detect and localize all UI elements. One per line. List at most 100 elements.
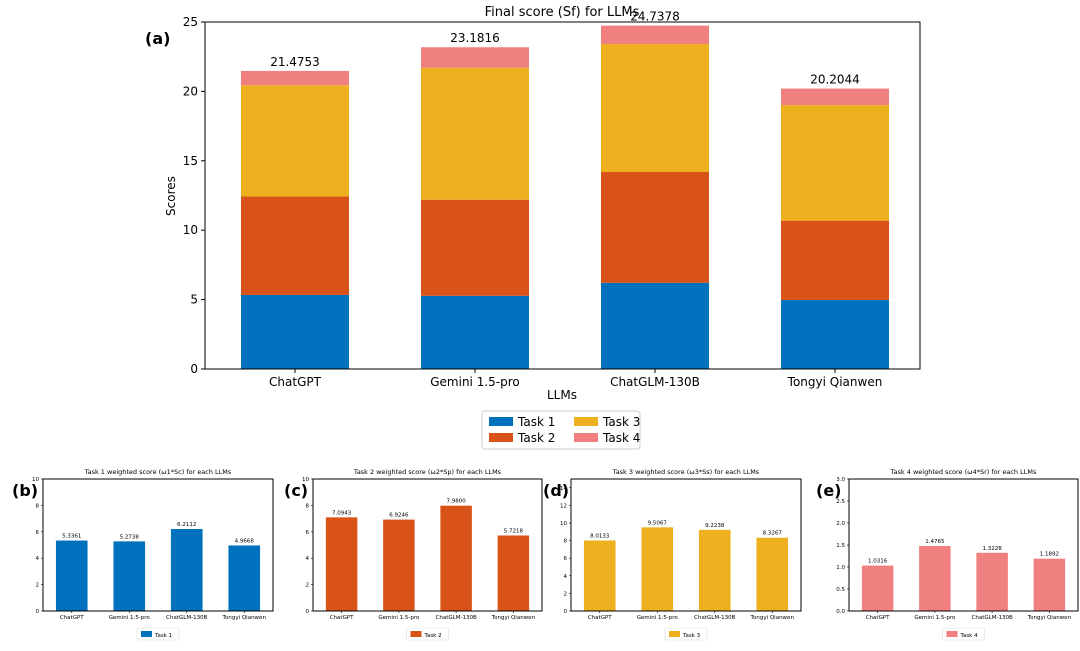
ytick-label-b-4: 8 [36,503,40,509]
ytick-label-b-0: 0 [36,609,40,615]
chart-b-legend: Task 1 [136,627,180,641]
bar-d-3 [698,529,731,611]
legend-e-swatch [946,631,958,637]
chart-e-title: Task 4 weighted score (ω4*Sr) for each L… [890,468,1037,476]
chart-c-frame [312,478,543,612]
ytick-label-b-1: 2 [36,583,40,589]
value-label-e-2: 1.4765 [925,539,945,545]
xtick-label-b-2: Gemini 1.5-pro [109,615,151,621]
bar-a-4-task-2 [781,220,889,301]
bar-a-4-task-3 [781,105,889,221]
value-label-e-3: 1.3228 [983,546,1003,552]
ytick-label-d-0: 0 [564,609,568,615]
total-label-a-3: 24.7378 [630,10,680,24]
legend-a-label-4: Task 4 [602,431,640,445]
xtick-label-c-2: Gemini 1.5-pro [378,615,420,621]
bar-e-1 [861,565,894,611]
value-label-b-4: 4.9668 [235,538,255,544]
ytick-label-e-6: 3.0 [836,477,845,483]
legend-a-label-2: Task 2 [517,431,555,445]
ytick-label-a-3: 15 [183,154,198,168]
ytick-label-c-1: 2 [306,583,310,589]
bar-a-2-task-1 [421,295,529,369]
chart-c-panel-label: (c) [284,481,308,500]
bar-a-1-task-3 [241,85,349,197]
value-label-d-1: 8.0133 [590,533,610,539]
xtick-label-d-1: ChatGPT [588,615,612,621]
chart-c: Task 2 weighted score (ω2*Sp) for each L… [284,468,543,641]
value-label-c-4: 5.7218 [504,528,524,534]
chart-b-panel-label: (b) [12,481,38,500]
legend-a-box [481,410,641,450]
ytick-label-a-4: 20 [183,84,198,98]
xtick-label-d-2: Gemini 1.5-pro [637,615,679,621]
chart-c-legend: Task 2 [406,627,449,641]
ytick-label-d-5: 10 [560,521,567,527]
bar-a-1-task-2 [241,196,349,295]
xtick-label-c-1: ChatGPT [330,615,354,621]
bar-d-2 [641,527,674,611]
chart-e: Task 4 weighted score (ω4*Sr) for each L… [816,468,1079,641]
ytick-label-e-5: 2.5 [836,499,845,505]
bar-a-3-task-3 [601,43,709,173]
value-label-b-1: 5.3361 [62,534,81,540]
bar-d-4 [756,537,789,611]
value-label-b-3: 6.2112 [177,522,196,528]
ytick-label-e-2: 1.0 [836,565,845,571]
value-label-d-3: 9.2238 [705,523,725,529]
ytick-label-c-5: 10 [302,477,309,483]
ytick-label-c-3: 6 [306,530,310,536]
legend-e-label: Task 4 [960,633,979,639]
legend-a-label-3: Task 3 [602,415,640,429]
ytick-label-d-4: 8 [564,539,568,545]
xtick-label-b-1: ChatGPT [60,615,84,621]
xtick-label-a-1: ChatGPT [269,375,322,389]
chart-a-ylabel: Scores [164,176,178,216]
ytick-label-b-3: 6 [36,530,40,536]
legend-b-swatch [141,631,152,637]
xtick-label-e-3: ChatGLM-130B [972,615,1013,621]
bar-d-1 [583,540,616,611]
xtick-label-a-4: Tongyi Qianwen [787,375,883,389]
value-label-c-1: 7.0943 [332,510,352,516]
ytick-label-c-4: 8 [306,503,310,509]
chart-d-title: Task 3 weighted score (ω3*Ss) for each L… [612,468,760,476]
bar-a-1-task-1 [241,294,349,369]
bar-a-2-task-3 [421,67,529,200]
chart-a-frame [204,21,921,370]
xtick-label-e-2: Gemini 1.5-pro [914,615,956,621]
legend-d-label: Task 3 [682,633,701,639]
bar-b-3 [170,529,203,611]
total-label-a-1: 21.4753 [270,55,320,69]
value-label-e-4: 1.1892 [1040,552,1059,558]
bar-c-4 [497,535,530,611]
chart-b: Task 1 weighted score (ω1*Sc) for each L… [12,468,274,641]
ytick-label-d-2: 4 [564,574,568,580]
ytick-label-b-2: 4 [36,556,40,562]
ytick-label-e-1: 0.5 [836,587,845,593]
chart-a-xlabel: LLMs [547,388,577,402]
bar-e-4 [1033,558,1066,611]
legend-a-label-1: Task 1 [517,415,555,429]
value-label-b-2: 5.2738 [120,534,140,540]
bar-a-2-task-4 [421,47,529,68]
ytick-label-b-5: 10 [32,477,39,483]
xtick-label-e-4: Tongyi Qianwen [1027,615,1072,621]
chart-d: Task 3 weighted score (ω3*Ss) for each L… [543,468,802,641]
chart-a-title: Final score (Sf) for LLMs [485,5,640,20]
ytick-label-d-6: 12 [560,503,567,509]
bar-e-2 [919,546,951,611]
xtick-label-c-4: Tongyi Qianwen [491,615,536,621]
ytick-label-e-3: 1.5 [836,543,845,549]
bar-a-2-task-2 [421,199,529,296]
xtick-label-d-4: Tongyi Qianwen [750,615,795,621]
bar-b-2 [113,541,146,611]
value-label-d-4: 8.3267 [763,531,783,537]
xtick-label-b-4: Tongyi Qianwen [222,615,267,621]
chart-c-title: Task 2 weighted score (ω2*Sp) for each L… [353,468,502,476]
legend-a-swatch-3 [574,417,598,426]
bar-a-4-task-1 [781,300,889,369]
legend-c-swatch [410,631,422,637]
total-label-a-2: 23.1816 [450,31,500,45]
